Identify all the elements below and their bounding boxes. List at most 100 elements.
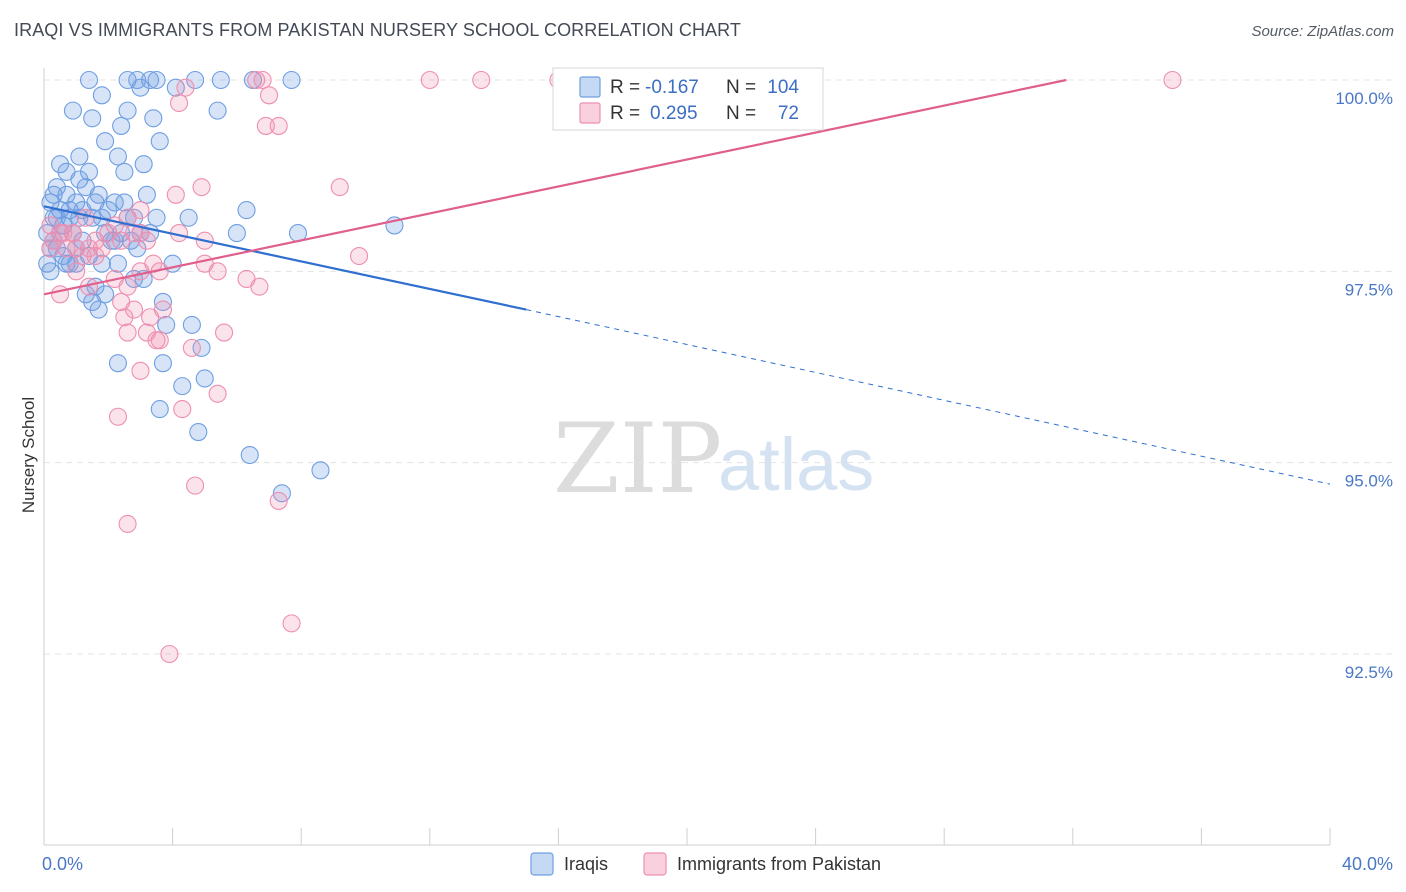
chart-source: Source: ZipAtlas.com — [1251, 23, 1394, 40]
pakistan-point — [153, 300, 173, 319]
iraqis-trend-extension — [526, 309, 1331, 485]
pakistan-point — [160, 644, 179, 664]
pakistan-point — [195, 254, 214, 273]
iraqis-point — [227, 224, 246, 243]
y-tick-label: 95.0% — [1345, 472, 1393, 491]
iraqis-point — [153, 354, 173, 373]
series-legend: Iraqis Immigrants from Pakistan — [530, 852, 881, 876]
pakistan-point — [57, 239, 76, 258]
x-tick-label-min: 0.0% — [42, 854, 83, 874]
legend-r-label-1: R = — [610, 77, 640, 98]
pakistan-point — [86, 246, 105, 266]
iraqis-point — [192, 338, 211, 357]
pakistan-point — [173, 400, 192, 419]
iraqis-point — [179, 208, 198, 227]
iraqis-point — [195, 369, 214, 388]
pakistan-point — [166, 185, 185, 204]
iraqis-point — [144, 109, 163, 128]
iraqis-point — [47, 178, 66, 197]
pakistan-point — [169, 93, 189, 113]
pakistan-point — [137, 231, 156, 250]
iraqis-point — [83, 109, 102, 128]
pakistan-point — [73, 246, 92, 266]
pakistan-point — [186, 476, 205, 495]
iraqis-point — [96, 132, 115, 151]
iraqis-point — [57, 254, 76, 273]
axes — [43, 68, 1331, 846]
pakistan-trend-line — [43, 78, 1067, 296]
legend-n-value-pakistan: 72 — [778, 103, 799, 124]
pakistan-point — [282, 614, 301, 633]
legend-swatch-pakistan — [579, 102, 601, 124]
pakistan-point — [131, 201, 150, 220]
iraqis-point — [57, 185, 76, 204]
bottom-legend-label-iraqis: Iraqis — [564, 854, 608, 874]
iraqis-point — [51, 155, 70, 174]
pakistan-point — [192, 178, 211, 197]
iraqis-point — [208, 101, 227, 120]
gridlines — [44, 79, 1393, 655]
iraqis-point — [108, 354, 127, 373]
trend-lines — [43, 78, 1331, 485]
y-tick-label: 100.0% — [1335, 89, 1393, 108]
pakistan-point — [79, 239, 99, 258]
bottom-legend-swatch-iraqis — [530, 852, 554, 876]
pakistan-point — [250, 277, 269, 296]
pakistan-point — [247, 70, 266, 90]
iraqis-point — [240, 445, 259, 465]
pakistan-point — [182, 338, 201, 357]
pakistan-point — [124, 300, 144, 319]
iraqis-point — [189, 423, 208, 442]
pakistan-point — [118, 514, 137, 533]
pakistan-point — [350, 246, 369, 266]
iraqis-point — [153, 292, 173, 311]
iraqis-point — [89, 185, 108, 204]
iraqis-point — [134, 155, 153, 174]
pakistan-point — [1163, 70, 1182, 90]
iraqis-point — [150, 400, 169, 419]
pakistan-point — [54, 224, 73, 243]
pakistan-point — [330, 178, 349, 197]
pakistan-point — [131, 262, 150, 281]
data-points — [38, 70, 1182, 664]
iraqis-point — [282, 70, 301, 90]
pakistan-point — [41, 239, 60, 258]
iraqis-point — [108, 254, 127, 273]
iraqis-point — [57, 162, 76, 181]
iraqis-point — [182, 315, 201, 334]
y-tick-label: 92.5% — [1345, 663, 1393, 682]
iraqis-point — [108, 147, 127, 166]
pakistan-point — [92, 239, 111, 258]
iraqis-point — [92, 86, 111, 105]
pakistan-point — [269, 491, 288, 510]
chart-title: IRAQI VS IMMIGRANTS FROM PAKISTAN NURSER… — [14, 20, 742, 40]
iraqis-point — [41, 262, 60, 281]
iraqis-point — [67, 193, 86, 212]
pakistan-point — [259, 86, 279, 105]
stats-legend: R = -0.167 N = 104 R = 0.295 N = 72 — [552, 67, 824, 131]
legend-r-label-2: R = — [610, 103, 640, 124]
iraqis-point — [157, 315, 176, 334]
iraqis-point — [166, 78, 185, 97]
iraqis-point — [115, 193, 134, 212]
watermark-atlas: atlas — [718, 423, 874, 506]
legend-r-value-pakistan: 0.295 — [650, 103, 698, 124]
pakistan-point — [115, 308, 134, 327]
iraqis-point — [70, 147, 89, 166]
pakistan-point — [472, 70, 491, 90]
pakistan-point — [214, 323, 234, 342]
iraqis-point — [105, 193, 124, 212]
pakistan-point — [108, 407, 127, 426]
legend-n-label-2: N = — [726, 103, 756, 124]
iraqis-point — [99, 201, 118, 220]
legend-swatch-iraqis — [579, 76, 601, 98]
pakistan-point — [131, 361, 150, 380]
iraqis-point — [79, 162, 99, 181]
iraqis-point — [118, 101, 137, 120]
iraqis-point — [112, 116, 131, 135]
pakistan-point — [256, 116, 275, 135]
iraqis-point — [173, 377, 192, 396]
iraqis-point — [67, 254, 86, 273]
iraqis-trend-line — [43, 205, 527, 311]
